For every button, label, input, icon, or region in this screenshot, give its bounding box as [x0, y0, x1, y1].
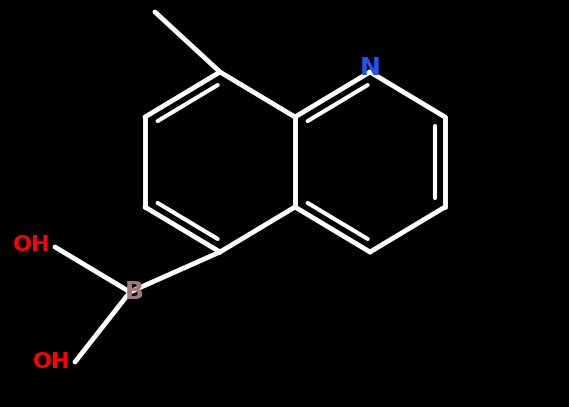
Text: B: B — [125, 280, 143, 304]
Text: OH: OH — [32, 352, 70, 372]
Text: OH: OH — [13, 235, 50, 255]
Text: N: N — [360, 56, 381, 80]
